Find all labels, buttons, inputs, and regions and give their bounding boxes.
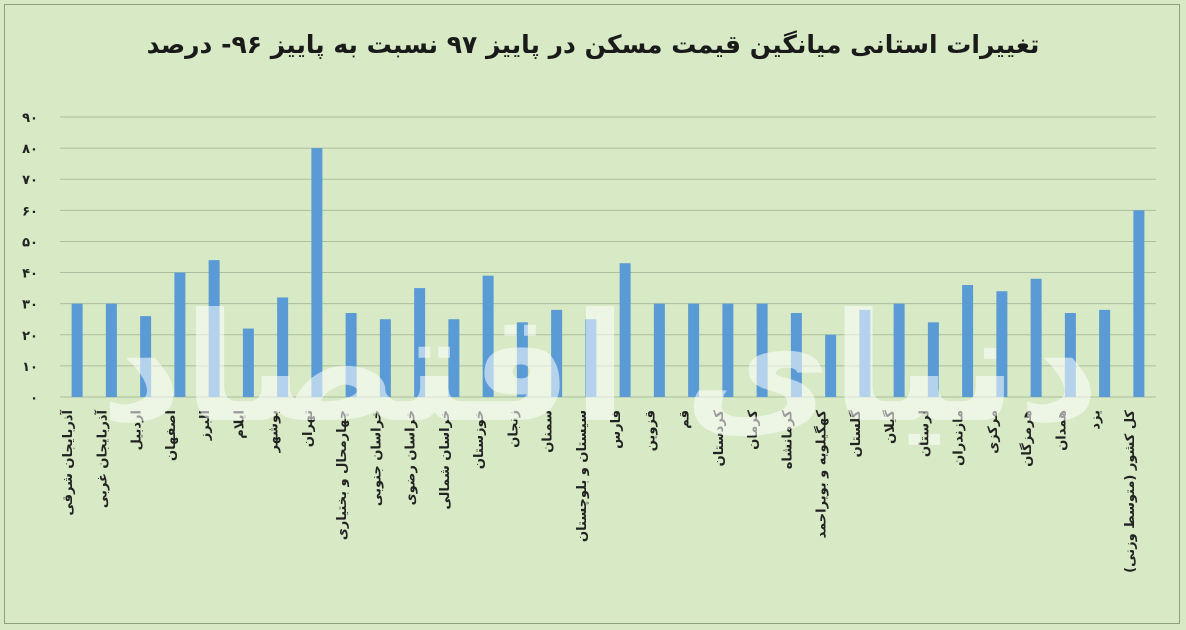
bar [71, 303, 83, 397]
bar [414, 288, 426, 397]
x-tick-label: خوزستان [472, 410, 487, 469]
bar [345, 313, 357, 397]
bar [722, 303, 734, 397]
bar [825, 334, 837, 397]
x-tick-label: هرمزگان [1019, 410, 1035, 467]
bar [140, 316, 152, 397]
y-tick-label: ۱۰ [22, 360, 38, 375]
bar [1099, 309, 1111, 397]
watermark: دنیای اقتصاد [100, 282, 1100, 456]
x-tick-label: سمنان [541, 410, 556, 453]
bar [619, 263, 631, 397]
chart-title: تغییرات استانی میانگین قیمت مسکن در پایی… [146, 30, 1040, 59]
x-tick-label: کرمانشاه [780, 410, 795, 470]
bar [688, 303, 700, 397]
x-tick-label: گیلان [882, 410, 898, 444]
x-tick-label: کرمان [746, 410, 761, 450]
bar [482, 275, 494, 397]
x-tick-label: خراسان رضوی [404, 410, 419, 505]
gridlines [60, 116, 1156, 398]
x-tick-label: آذربایجان شرقی [59, 409, 76, 515]
x-tick-label: فارس [609, 410, 624, 449]
x-tick-label: کهگیلویه و بویراحمد [814, 410, 830, 539]
bar [756, 303, 768, 397]
x-tick-label: یزد [1089, 410, 1104, 430]
chart-frame [4, 4, 1180, 624]
bar [311, 148, 323, 397]
y-tick-label: ۵۰ [22, 235, 38, 250]
bar [448, 319, 460, 397]
x-tick-label: ایلام [232, 410, 247, 439]
x-axis-labels: آذربایجان شرقی آذربایجان غربی اردبیل اصفهان… [59, 409, 1138, 572]
x-tick-label: بوشهر [267, 410, 282, 454]
bar [893, 303, 905, 397]
x-tick-label: مازندران [952, 410, 967, 466]
x-tick-label: قم [678, 410, 693, 429]
bar [585, 319, 597, 397]
bars [71, 148, 1145, 397]
x-tick-label: قزوین [643, 410, 658, 451]
x-tick-label: مرکزی [986, 410, 1001, 454]
y-tick-label: ۷۰ [22, 173, 38, 188]
bar [653, 303, 665, 397]
bar [859, 309, 871, 397]
x-tick-label: آذربایجان غربی [93, 409, 110, 508]
y-tick-label: ۶۰ [22, 204, 38, 219]
x-tick-label: خراسان شمالی [438, 410, 453, 510]
bar [174, 272, 186, 397]
bar [516, 322, 528, 397]
y-tick-label: ۰ [30, 391, 38, 406]
x-tick-label: سیستان و بلوچستان [575, 410, 590, 542]
y-tick-label: ۹۰ [22, 111, 38, 126]
x-tick-label: گلستان [848, 410, 864, 458]
bar [379, 319, 391, 397]
x-tick-label: تهران [301, 410, 316, 447]
bar [242, 328, 254, 397]
bar [105, 303, 117, 397]
x-tick-label: کل کشور (متوسط وزنی) [1123, 410, 1138, 573]
x-tick-label: همدان [1054, 410, 1069, 451]
bar [1030, 278, 1042, 397]
y-tick-label: ۲۰ [22, 329, 38, 344]
y-tick-label: ۴۰ [22, 267, 38, 282]
x-tick-label: کردستان [712, 410, 727, 467]
bar [277, 297, 289, 397]
bar [927, 322, 939, 397]
watermark-logo: دنیای اقتصاد [100, 282, 1100, 456]
bar [208, 260, 220, 397]
bar [962, 285, 974, 397]
x-tick-label: لرستان [917, 410, 932, 457]
bar [1064, 313, 1076, 397]
x-tick-label: خراسان جنوبی [369, 410, 384, 506]
y-tick-label: ۸۰ [22, 142, 38, 157]
x-tick-label: اصفهان [164, 410, 179, 461]
bar [551, 309, 563, 397]
x-tick-label: زنجان [506, 410, 521, 448]
y-tick-label: ۳۰ [22, 298, 38, 313]
x-tick-label: اردبیل [130, 410, 145, 450]
bar [790, 313, 802, 397]
y-axis-ticks: ۰ ۱۰ ۲۰ ۳۰ ۴۰ ۵۰ ۶۰ ۷۰ ۸۰ ۹۰ [22, 111, 38, 406]
x-tick-label: البرز [198, 410, 213, 441]
bar [996, 291, 1008, 397]
bar [1133, 210, 1145, 397]
x-tick-label: چهارمحال و بختیاری [335, 410, 350, 540]
